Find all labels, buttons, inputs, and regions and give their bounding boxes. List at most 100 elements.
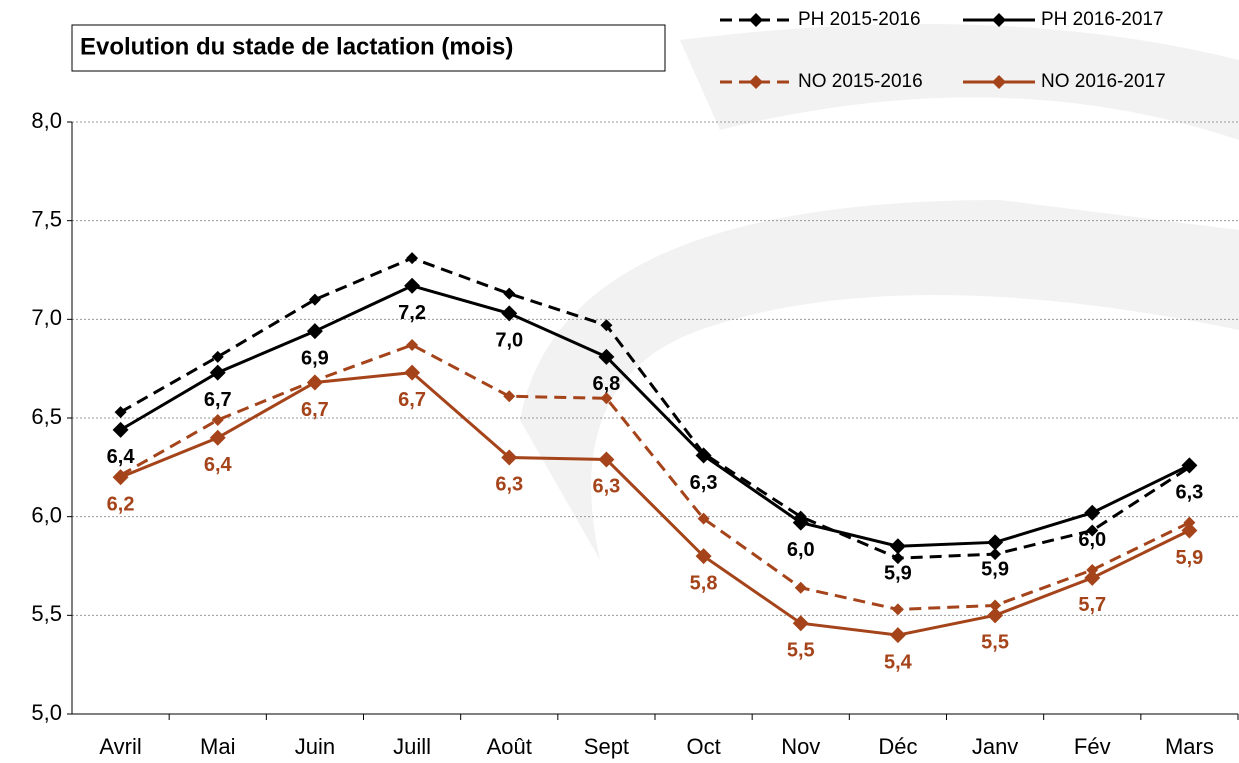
data-label: 6,0 [1078, 529, 1106, 551]
x-tick-label: Avril [99, 734, 141, 759]
data-label: 5,9 [1176, 547, 1204, 569]
marker [211, 413, 224, 426]
marker [1181, 522, 1198, 539]
y-tick-label: 8,0 [31, 108, 62, 133]
marker [598, 451, 615, 468]
marker [600, 319, 613, 332]
marker [308, 293, 321, 306]
series-line [119, 284, 1191, 548]
data-label: 5,4 [884, 651, 913, 673]
series-line [120, 371, 1191, 637]
data-label: 6,7 [398, 389, 426, 411]
data-label: 6,4 [204, 454, 233, 476]
x-tick-label: Mars [1165, 734, 1214, 759]
data-label: 6,7 [301, 399, 329, 421]
marker [306, 323, 323, 340]
marker [794, 581, 807, 594]
data-label: 6,9 [301, 347, 329, 369]
marker [1084, 569, 1101, 586]
x-tick-label: Mai [200, 734, 235, 759]
legend-label: PH 2016-2017 [1041, 9, 1164, 30]
data-label: 6,0 [787, 539, 815, 561]
marker [891, 603, 904, 616]
marker [695, 447, 712, 464]
marker [889, 627, 906, 644]
marker [697, 512, 710, 525]
data-label: 5,5 [787, 640, 815, 662]
series-line [119, 343, 1191, 611]
marker [404, 364, 421, 381]
data-label: 6,8 [593, 373, 621, 395]
data-label: 7,0 [495, 330, 523, 352]
legend-marker [749, 13, 763, 27]
y-tick-label: 5,5 [31, 601, 62, 626]
y-tick-label: 7,0 [31, 305, 62, 330]
marker [114, 406, 127, 419]
y-tick-label: 6,0 [31, 502, 62, 527]
marker [695, 548, 712, 565]
x-tick-label: Sept [584, 734, 629, 759]
marker [1086, 524, 1099, 537]
marker [989, 548, 1002, 561]
marker [211, 350, 224, 363]
x-tick-label: Juill [393, 734, 431, 759]
marker [501, 449, 518, 466]
marker [792, 615, 809, 632]
marker [989, 599, 1002, 612]
marker [209, 429, 226, 446]
title-box [71, 24, 666, 72]
marker [501, 305, 518, 322]
data-label: 5,9 [884, 563, 912, 585]
x-tick-label: Août [487, 734, 532, 759]
marker [112, 469, 129, 486]
y-tick-label: 5,0 [31, 700, 62, 725]
marker [598, 348, 615, 365]
legend-marker [749, 75, 763, 89]
marker [209, 364, 226, 381]
legend-label: NO 2015-2016 [798, 71, 923, 92]
data-label: 5,8 [690, 572, 718, 594]
x-tick-label: Janv [972, 734, 1018, 759]
data-label: 6,4 [107, 446, 136, 468]
data-label: 6,3 [593, 476, 621, 498]
legend-marker [992, 75, 1006, 89]
marker [600, 392, 613, 405]
marker [1181, 457, 1198, 474]
marker [987, 534, 1004, 551]
data-label: 6,3 [495, 474, 523, 496]
x-tick-label: Oct [686, 734, 720, 759]
data-label: 6,3 [690, 472, 718, 494]
marker [1084, 504, 1101, 521]
marker [404, 277, 421, 294]
watermark [680, 24, 1239, 140]
watermark [520, 200, 1239, 560]
marker [987, 607, 1004, 624]
legend-label: NO 2016-2017 [1041, 71, 1166, 92]
marker [503, 390, 516, 403]
data-label: 6,3 [1176, 482, 1204, 504]
y-tick-label: 7,5 [31, 206, 62, 231]
x-tick-label: Nov [781, 734, 820, 759]
x-tick-label: Fév [1074, 734, 1111, 759]
data-label: 5,7 [1078, 594, 1106, 616]
series-line [119, 256, 1191, 560]
marker [891, 552, 904, 565]
data-label: 6,2 [107, 493, 135, 515]
legend-label: PH 2015-2016 [798, 9, 921, 30]
x-tick-label: Déc [878, 734, 917, 759]
marker [889, 538, 906, 555]
legend-marker [992, 13, 1006, 27]
chart-title: Evolution du stade de lactation (mois) [80, 33, 513, 60]
marker [792, 514, 809, 531]
marker [112, 421, 129, 438]
data-label: 6,7 [204, 389, 232, 411]
marker [406, 252, 419, 265]
data-label: 5,5 [981, 632, 1009, 654]
marker [503, 287, 516, 300]
marker [406, 338, 419, 351]
y-tick-label: 6,5 [31, 404, 62, 429]
marker [306, 374, 323, 391]
x-tick-label: Juin [295, 734, 335, 759]
data-label: 5,9 [981, 559, 1009, 581]
